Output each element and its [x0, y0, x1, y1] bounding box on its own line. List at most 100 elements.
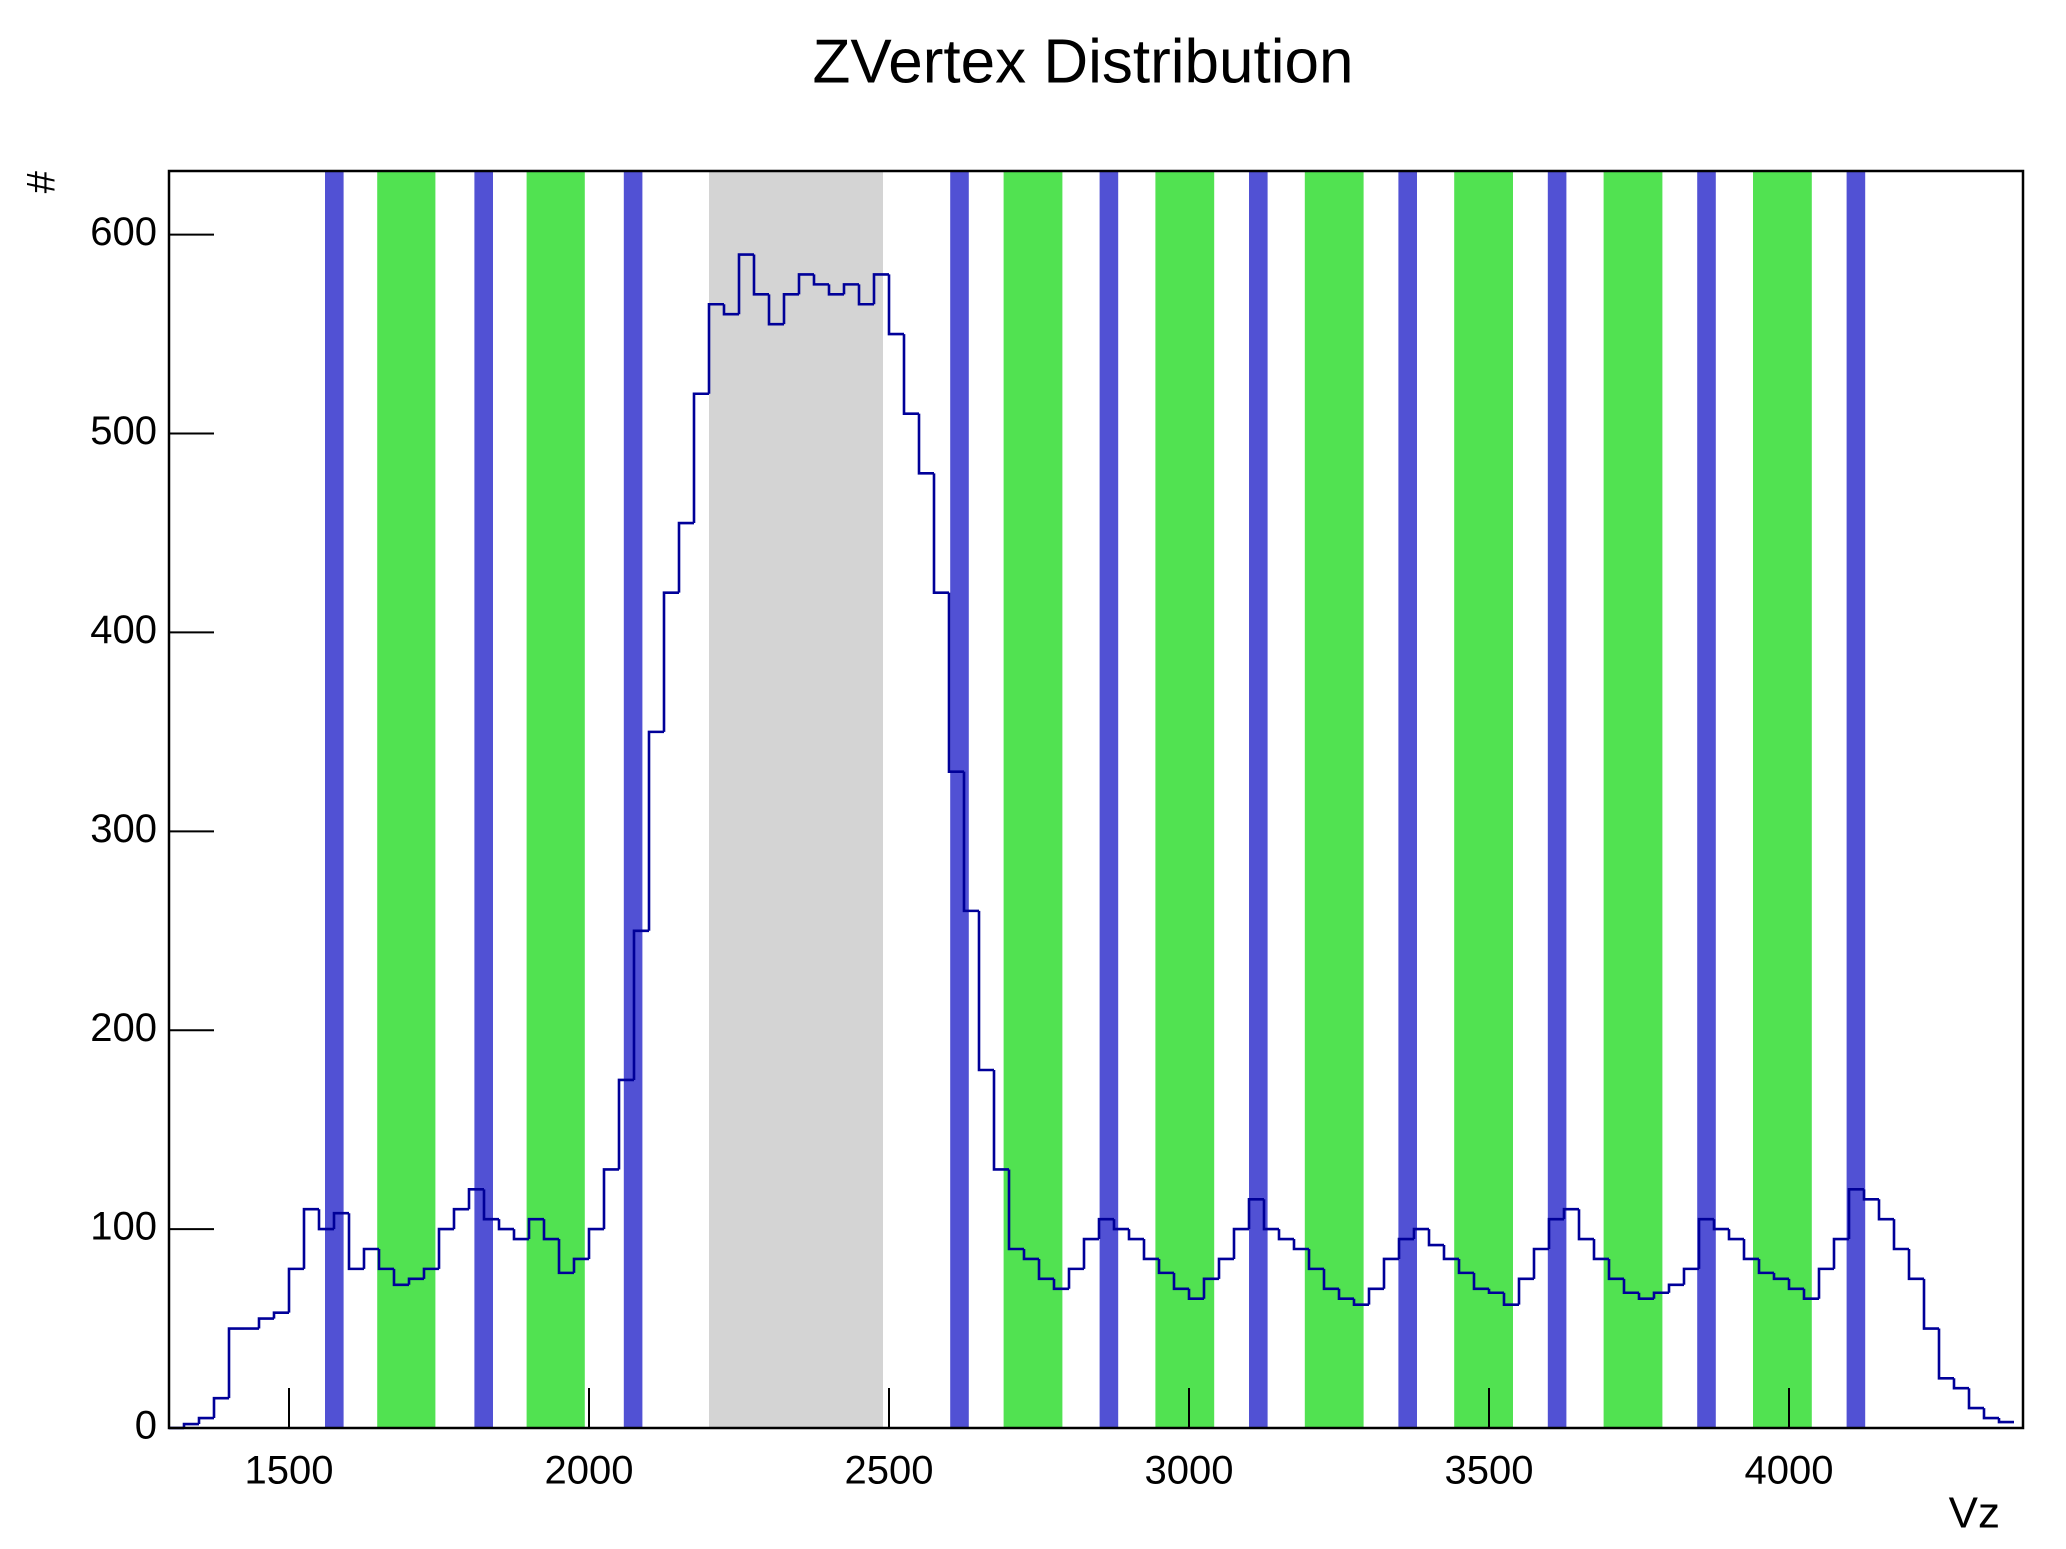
histogram-bin [302, 1207, 319, 1269]
histogram-bin [527, 1217, 544, 1240]
histogram-bin [1457, 1258, 1474, 1275]
band [1846, 171, 1866, 1428]
histogram-bin [227, 1327, 244, 1399]
histogram-bin [1802, 1288, 1819, 1301]
histogram-bin [197, 1416, 214, 1425]
x-tick-label: 2000 [545, 1449, 634, 1493]
band [709, 171, 883, 1428]
histogram-bin [1502, 1292, 1519, 1306]
histogram-bin [677, 521, 694, 593]
band [325, 171, 344, 1428]
histogram-bin [1772, 1272, 1789, 1281]
histogram-bin [1367, 1287, 1384, 1305]
histogram-bin [1142, 1239, 1159, 1261]
histogram-bin [1187, 1288, 1204, 1301]
histogram-bin [752, 254, 769, 296]
histogram-bin [1622, 1278, 1639, 1295]
histogram-bin [1682, 1267, 1699, 1285]
band [1547, 171, 1567, 1428]
histogram-bin [1967, 1388, 1984, 1410]
histogram-bin [947, 592, 964, 773]
histogram-bin [1337, 1288, 1354, 1301]
histogram-bin [392, 1268, 409, 1287]
x-tick-label: 3500 [1445, 1449, 1534, 1493]
histogram-bin [272, 1311, 289, 1319]
histogram-bin [212, 1396, 229, 1419]
histogram-bin [512, 1229, 529, 1241]
histogram-bin [647, 730, 664, 931]
histogram-bin [1007, 1169, 1024, 1251]
histogram-bin [1412, 1227, 1429, 1240]
histogram-bin [1352, 1298, 1369, 1306]
histogram-bin [902, 334, 919, 415]
histogram-bin [1277, 1229, 1294, 1241]
histogram-bin [887, 274, 904, 336]
histogram-bin [842, 283, 859, 295]
histogram-bin [1487, 1288, 1504, 1295]
y-tick-label: 500 [90, 409, 157, 453]
histogram-bin [1712, 1219, 1729, 1231]
histogram-bin [977, 910, 994, 1072]
histogram-bin [767, 294, 784, 326]
histogram-bin [557, 1239, 574, 1275]
histogram-bin [1517, 1277, 1534, 1305]
histogram-bin [1892, 1219, 1909, 1251]
histogram-bin [602, 1168, 619, 1230]
band [950, 171, 969, 1428]
band [377, 171, 436, 1428]
y-tick-label: 300 [90, 807, 157, 851]
histogram-bin [692, 392, 709, 524]
band [1003, 171, 1063, 1428]
histogram-bin [1937, 1328, 1954, 1380]
histogram-bin [1787, 1278, 1804, 1291]
histogram-bin [1877, 1199, 1894, 1221]
histogram-bin [1397, 1237, 1414, 1259]
histogram-bin [632, 929, 649, 1080]
band [623, 171, 643, 1428]
histogram-bin [827, 284, 844, 296]
histogram-bin [377, 1249, 394, 1271]
y-tick-label: 600 [90, 210, 157, 254]
histogram-bin [347, 1213, 364, 1271]
histogram-bin [182, 1422, 199, 1428]
histogram-bin [1907, 1249, 1924, 1281]
x-axis-label: Vz [1949, 1489, 2000, 1538]
histogram-bin [722, 304, 739, 316]
x-tick-label: 2500 [845, 1449, 934, 1493]
histogram-bin [1307, 1249, 1324, 1271]
histogram-bin [797, 273, 814, 295]
histogram-bin [1427, 1229, 1444, 1247]
histogram-bin [587, 1227, 604, 1259]
histogram-bin [1637, 1292, 1654, 1301]
histogram-bin [1247, 1197, 1264, 1230]
histogram-bin [1232, 1227, 1249, 1259]
y-tick-label: 0 [135, 1404, 157, 1448]
band [1753, 171, 1812, 1428]
x-tick-label: 1500 [245, 1449, 334, 1493]
x-tick-label: 3000 [1145, 1449, 1234, 1493]
histogram-bin [1817, 1267, 1834, 1299]
histogram-bin [287, 1267, 304, 1313]
histogram-bin [1067, 1267, 1084, 1289]
histogram-bin [1082, 1237, 1099, 1269]
histogram-bin [1697, 1217, 1714, 1269]
histogram-bin [1982, 1408, 1999, 1420]
histogram-bin [1112, 1219, 1129, 1231]
band [1304, 171, 1364, 1428]
histogram-bin [257, 1317, 274, 1329]
histogram-bin [1547, 1217, 1564, 1249]
histogram-bin [1172, 1272, 1189, 1291]
histogram-bin [1262, 1199, 1279, 1231]
y-tick-label: 200 [90, 1006, 157, 1050]
histogram-bin [317, 1209, 334, 1231]
histogram-bin [1577, 1209, 1594, 1241]
histogram-bin [332, 1211, 349, 1230]
histogram-bin [1322, 1268, 1339, 1291]
histogram-bin [452, 1207, 469, 1230]
histogram-bin [1652, 1291, 1669, 1299]
histogram-bin [812, 274, 829, 286]
histogram-bin [362, 1247, 379, 1269]
histogram-bin [1667, 1283, 1684, 1293]
histogram-bin [1847, 1188, 1864, 1240]
